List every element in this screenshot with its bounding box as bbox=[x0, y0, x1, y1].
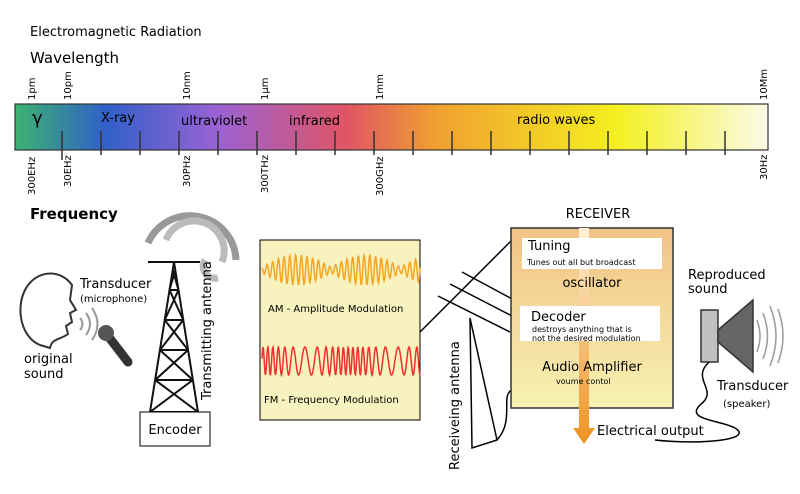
fm-wave bbox=[261, 344, 421, 378]
frequency-label: Frequency bbox=[30, 205, 118, 223]
am-label: AM - Amplitude Modulation bbox=[268, 304, 403, 315]
speaker-sound-waves-icon bbox=[756, 305, 784, 367]
wavelength-tick: 1pm bbox=[27, 78, 38, 100]
receiving-antenna-label: Receiveing antenna bbox=[448, 341, 463, 470]
wavelength-tick: 1µm bbox=[260, 78, 271, 100]
oscillator-label: oscillator bbox=[562, 276, 622, 291]
spectrum-bar: γ X-ray ultraviolet infrared radio waves bbox=[14, 103, 769, 160]
wavelength-tick: 1mm bbox=[375, 74, 386, 100]
reproduced-sound-label: Reproduced sound bbox=[688, 268, 766, 297]
frequency-tick: 300GHz bbox=[375, 156, 386, 196]
frequency-tick: 30Hz bbox=[759, 155, 770, 181]
am-wave bbox=[261, 252, 421, 287]
broadcast-waves-icon bbox=[144, 212, 240, 282]
electrical-output-label: Electrical output bbox=[597, 424, 704, 439]
encoder-box bbox=[139, 411, 211, 447]
tuning-desc: Tunes out all but broadcast bbox=[526, 258, 635, 267]
decoder-box bbox=[520, 306, 660, 341]
transmitting-antenna-label: Transmitting antenna bbox=[200, 261, 215, 401]
amplifier-label: Audio Amplifier bbox=[542, 360, 642, 375]
band-xray: X-ray bbox=[101, 111, 135, 126]
modulation-box bbox=[259, 239, 421, 421]
band-gamma: γ bbox=[32, 108, 43, 129]
sound-waves-icon bbox=[79, 307, 99, 341]
speaker-cable bbox=[654, 361, 740, 443]
band-ultraviolet: ultraviolet bbox=[181, 114, 247, 129]
speaker-transducer-sub: (speaker) bbox=[723, 399, 770, 410]
speaker-icon bbox=[700, 298, 754, 374]
frequency-tick: 300EHz bbox=[27, 157, 38, 195]
tuning-label: Tuning bbox=[527, 239, 571, 254]
transducer-sub-label: (microphone) bbox=[80, 294, 147, 305]
fm-label: FM - Frequency Modulation bbox=[264, 395, 399, 406]
original-sound-label: original sound bbox=[24, 352, 73, 382]
decoder-desc: destroys anything that is not the desired… bbox=[532, 325, 641, 343]
wavelength-tick: 10nm bbox=[182, 71, 193, 100]
receiver-title: RECEIVER bbox=[566, 207, 631, 222]
microphone-icon bbox=[98, 325, 133, 367]
transmitting-tower-icon bbox=[148, 261, 200, 413]
transducer-label: Transducer bbox=[79, 277, 152, 292]
frequency-tick: 300THz bbox=[260, 155, 271, 193]
frequency-tick: 30PHz bbox=[182, 155, 193, 187]
decoder-label: Decoder bbox=[531, 310, 586, 325]
tuning-box bbox=[522, 238, 662, 269]
receiving-antenna-icon bbox=[419, 239, 515, 450]
band-infrared: infrared bbox=[289, 114, 340, 129]
frequency-tick: 30EHz bbox=[63, 155, 74, 187]
encoder-label: Encoder bbox=[148, 423, 202, 438]
amplifier-desc: voume contol bbox=[556, 377, 611, 386]
head-icon bbox=[19, 272, 78, 350]
speaker-transducer-label: Transducer bbox=[716, 379, 789, 394]
wavelength-tick: 10pm bbox=[63, 71, 74, 100]
wavelength-label: Wavelength bbox=[30, 49, 119, 67]
title: Electromagnetic Radiation bbox=[30, 25, 202, 40]
band-radio-waves: radio waves bbox=[517, 113, 596, 128]
wavelength-tick: 10Mm bbox=[759, 69, 770, 100]
